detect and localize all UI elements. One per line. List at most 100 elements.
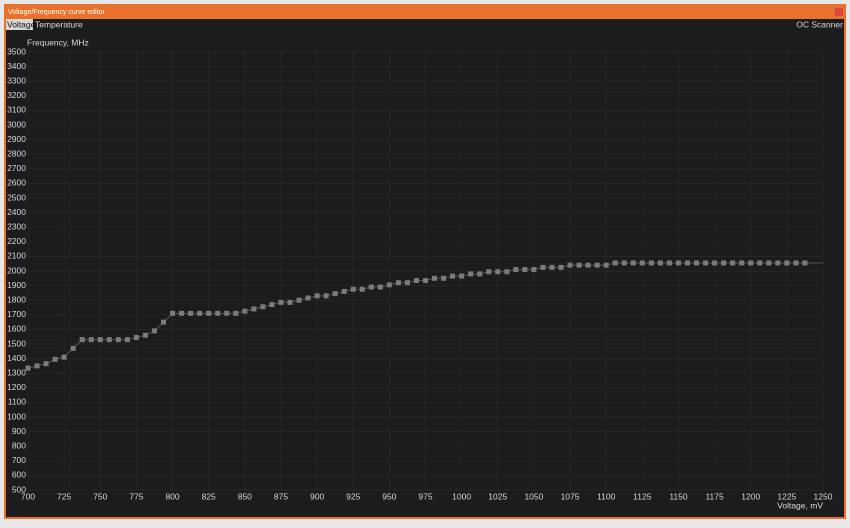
curve-point <box>703 260 709 266</box>
y-tick-label: 2700 <box>7 163 26 173</box>
y-tick-label: 2100 <box>7 251 26 261</box>
curve-point <box>639 260 645 266</box>
curve-point <box>657 260 663 266</box>
curve-point <box>242 308 248 314</box>
curve-point <box>215 310 221 316</box>
curve-point <box>52 356 58 362</box>
tab[interactable]: Voltage <box>7 19 36 29</box>
curve-point <box>413 277 419 283</box>
curve-point <box>296 297 302 303</box>
y-tick-label: 2400 <box>7 207 26 217</box>
curve-point <box>612 260 618 266</box>
x-tick-label: 1000 <box>452 491 471 501</box>
curve-point <box>260 304 266 310</box>
curve-point <box>567 262 573 268</box>
y-tick-label: 1600 <box>7 324 26 334</box>
curve-point <box>404 280 410 286</box>
x-tick-label: 1250 <box>814 491 833 501</box>
curve-point <box>124 337 130 343</box>
curve-point <box>106 337 112 343</box>
curve-point <box>314 293 320 299</box>
y-tick-label: 1100 <box>8 397 27 407</box>
curve-point <box>495 269 501 275</box>
x-tick-label: 1225 <box>777 491 796 501</box>
curve-point <box>739 260 745 266</box>
curve-point <box>115 337 121 343</box>
curve-point <box>793 260 799 266</box>
curve-point <box>305 295 311 301</box>
y-tick-label: 1200 <box>7 382 26 392</box>
x-tick-label: 825 <box>202 491 216 501</box>
curve-point <box>34 363 40 369</box>
curve-point <box>648 260 654 266</box>
curve-point <box>730 260 736 266</box>
y-tick-label: 3400 <box>7 61 26 71</box>
curve-point <box>423 277 428 283</box>
curve-point <box>712 260 718 266</box>
curve-point <box>630 260 636 266</box>
y-tick-label: 3300 <box>7 75 26 85</box>
x-tick-label: 1100 <box>597 491 616 501</box>
curve-point <box>179 310 185 316</box>
curve-point <box>88 337 94 343</box>
curve-point <box>332 291 338 297</box>
y-tick-label: 2200 <box>7 236 26 246</box>
curve-point <box>684 260 690 266</box>
curve-point <box>25 365 31 371</box>
y-tick-label: 3500 <box>7 46 26 56</box>
x-tick-label: 1075 <box>561 491 580 501</box>
x-tick-label: 1125 <box>633 491 652 501</box>
y-tick-label: 2000 <box>7 265 26 275</box>
curve-point <box>386 282 392 288</box>
curve-point <box>477 271 483 277</box>
x-tick-label: 725 <box>57 491 71 501</box>
curve-point <box>504 269 510 275</box>
x-tick-label: 750 <box>93 491 107 501</box>
curve-point <box>459 273 465 279</box>
x-tick-label: 875 <box>274 491 288 501</box>
y-tick-label: 1900 <box>7 280 26 290</box>
curve-point <box>558 264 564 270</box>
curve-point <box>775 260 781 266</box>
curve-point <box>224 310 230 316</box>
window-title: Voltage/Frequency curve editor <box>8 9 106 16</box>
curve-point <box>368 284 374 290</box>
x-tick-label: 1150 <box>669 491 688 501</box>
curve-point <box>61 354 67 360</box>
y-tick-label: 600 <box>12 470 26 480</box>
curve-point <box>170 310 176 316</box>
curve-point <box>540 264 546 270</box>
curve-point <box>269 302 275 308</box>
tab[interactable]: Temperature <box>35 19 83 29</box>
oc-scanner-button[interactable]: OC Scanner <box>796 19 843 29</box>
y-tick-label: 3200 <box>7 90 26 100</box>
y-tick-label: 1300 <box>7 367 26 377</box>
curve-point <box>594 262 600 268</box>
tab-active[interactable] <box>6 19 33 30</box>
client-area <box>6 19 844 517</box>
curve-point <box>802 260 808 266</box>
curve-point <box>585 262 591 268</box>
curve-point <box>133 334 139 340</box>
curve-point <box>206 310 212 316</box>
x-tick-label: 700 <box>21 491 35 501</box>
x-tick-label: 925 <box>346 491 360 501</box>
curve-point <box>675 260 681 266</box>
x-tick-label: 975 <box>418 491 432 501</box>
x-tick-label: 1050 <box>524 491 543 501</box>
close-button[interactable] <box>835 8 843 16</box>
curve-point <box>694 260 700 266</box>
curve-point <box>721 260 727 266</box>
curve-point <box>450 273 456 279</box>
curve-point <box>513 267 519 273</box>
curve-point <box>161 319 167 325</box>
curve-point <box>43 361 49 367</box>
y-axis-label: Frequency, MHz <box>27 37 89 47</box>
curve-point <box>197 310 203 316</box>
curve-point <box>395 280 401 286</box>
curve-point <box>79 337 85 343</box>
x-axis-label: Voltage, mV <box>777 500 823 510</box>
curve-point <box>549 264 555 270</box>
